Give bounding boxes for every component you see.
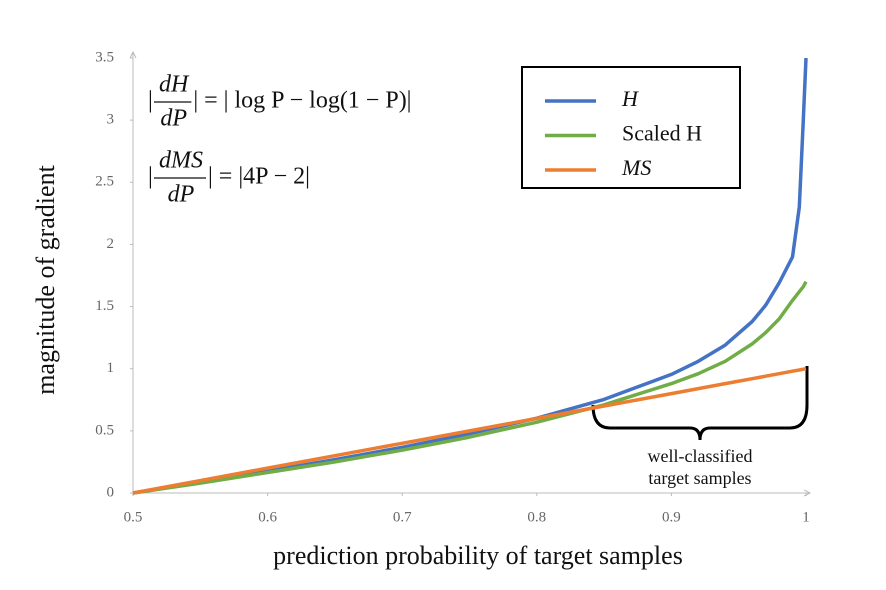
x-tick-label: 0.5 — [124, 509, 143, 525]
x-axis-label: prediction probability of target samples — [273, 541, 683, 570]
legend-label: MS — [621, 155, 651, 180]
x-tick-label: 0.6 — [258, 509, 277, 525]
y-tick-label: 1 — [107, 360, 115, 376]
legend-box — [521, 66, 741, 189]
formula-numerator: dH — [159, 72, 190, 98]
series-line — [132, 280, 808, 495]
annotation: well-classified — [648, 446, 753, 466]
y-tick-label: 2 — [107, 236, 115, 252]
y-tick-label: 1.5 — [95, 298, 114, 314]
y-tick-label: 3.5 — [95, 49, 114, 65]
series-line — [132, 366, 807, 495]
formula-bar: | — [148, 164, 153, 190]
formula-numerator: dMS — [159, 148, 203, 174]
y-axis-label: magnitude of gradient — [31, 164, 60, 394]
x-tick-label: 0.8 — [527, 509, 546, 525]
formula-bar: | — [148, 88, 153, 114]
y-tick-label: 2.5 — [95, 174, 114, 190]
y-tick-label: 0 — [107, 484, 115, 500]
legend-label: Scaled H — [622, 121, 702, 146]
brace — [591, 366, 809, 441]
formula-rest: | = | log P − log(1 − P)| — [193, 88, 411, 114]
x-tick-label: 0.9 — [662, 509, 681, 525]
annotation: target samples — [648, 468, 751, 488]
formula-denominator: dP — [168, 182, 195, 208]
series-line — [132, 57, 808, 495]
legend-label: H — [621, 86, 639, 111]
x-tick-label: 1 — [802, 509, 810, 525]
formula-rest: | = |4P − 2| — [208, 164, 310, 190]
y-tick-label: 0.5 — [95, 422, 114, 438]
y-tick-label: 3 — [107, 112, 115, 128]
x-tick-label: 0.7 — [393, 509, 412, 525]
formula-denominator: dP — [160, 106, 187, 132]
